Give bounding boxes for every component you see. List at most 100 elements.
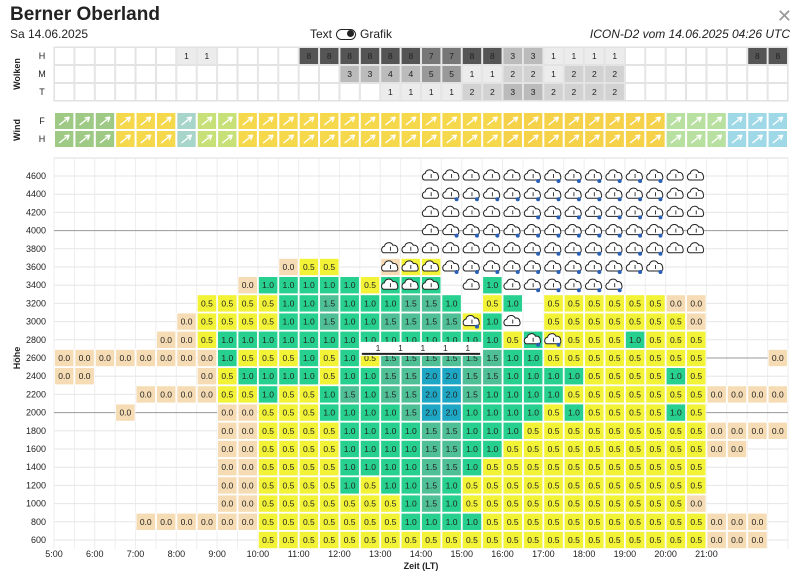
model-label: ICON-D2 vom 14.06.2025 04:26 UTC	[589, 27, 790, 41]
thermal-cell	[298, 421, 319, 440]
thermal-cell	[400, 367, 421, 386]
cloud-icon	[686, 169, 705, 181]
wind-arrow-icon	[242, 134, 254, 144]
wind-section-label: Wind	[12, 119, 22, 141]
cloud-cell	[584, 83, 605, 101]
cloud-value: 8	[470, 51, 475, 61]
thermal-cell	[176, 512, 197, 531]
x-tick-label: 14:00	[410, 549, 433, 559]
thermal-value: 0.5	[629, 499, 641, 509]
wind-arrow-icon	[283, 116, 295, 126]
y-tick-label: 1600	[26, 444, 46, 454]
thermal-cell	[237, 276, 258, 295]
wind-arrow-icon	[527, 116, 539, 126]
thermal-value: 0.0	[140, 517, 152, 527]
cloud-cell	[135, 65, 156, 83]
thermal-cell	[543, 458, 564, 477]
thermal-cell	[237, 403, 258, 422]
thermal-value: 1.0	[242, 371, 254, 381]
thermal-value: 1.0	[344, 408, 356, 418]
thermal-value: 1.0	[364, 335, 376, 345]
thermal-cell	[217, 512, 238, 531]
cloud-cell	[624, 65, 646, 83]
x-tick-label: 13:00	[369, 549, 392, 559]
thermal-value: 1.0	[527, 389, 539, 399]
thermal-value: 0.5	[323, 426, 335, 436]
thermal-cell	[298, 403, 319, 422]
thermal-cell	[359, 421, 381, 440]
thermal-cell	[319, 257, 340, 276]
thermal-cell	[176, 330, 197, 349]
thermal-cell	[359, 385, 381, 404]
thermal-cell	[278, 458, 299, 477]
cloud-cell	[421, 47, 442, 65]
thermal-value: 0.5	[568, 353, 580, 363]
toggle-switch[interactable]	[336, 28, 357, 40]
thermal-cell	[645, 494, 666, 513]
thermal-cell	[339, 476, 360, 495]
thermal-cell	[482, 421, 503, 440]
thermal-cell	[237, 458, 258, 477]
thermal-cell	[359, 458, 381, 477]
rain-cloud-icon	[564, 278, 582, 293]
cloud-cell	[278, 47, 299, 65]
clouds-section-label: Wolken	[12, 58, 22, 90]
wind-arrow-icon	[670, 134, 682, 144]
wind-arrow-icon	[323, 134, 335, 144]
thermal-value: 0.5	[405, 535, 417, 545]
close-icon[interactable]: ✕	[776, 6, 792, 26]
thermal-value: 0.0	[181, 317, 193, 327]
thermal-value: 0.5	[283, 517, 295, 527]
rain-cloud-icon	[442, 260, 460, 274]
cloud-cell	[747, 83, 768, 101]
thermal-value: 0.5	[466, 499, 478, 509]
wind-arrow-icon	[650, 116, 662, 126]
thermal-value: 0.5	[527, 517, 539, 527]
cloud-icon	[421, 242, 440, 254]
x-tick-label: 9:00	[208, 549, 226, 559]
cloud-value: 7	[449, 51, 454, 61]
cloud-value: 8	[775, 51, 780, 61]
thermal-value: 1.5	[466, 371, 478, 381]
thermal-value: 1.5	[385, 371, 397, 381]
toggle-text-label: Text	[310, 27, 333, 41]
thermal-value: 1.0	[486, 317, 498, 327]
rain-cloud-icon	[564, 169, 582, 183]
rain-cloud-icon	[605, 169, 623, 183]
thermal-cell	[441, 312, 462, 331]
thermal-value: 0.5	[507, 499, 519, 509]
cloud-base-label: 1	[421, 343, 426, 353]
thermal-cell	[584, 458, 605, 477]
cloud-icon	[462, 242, 480, 254]
thermal-cell	[278, 257, 299, 276]
wind-arrow-icon	[629, 116, 641, 126]
thermal-cell	[339, 276, 360, 295]
thermal-cell	[400, 312, 421, 331]
thermal-value: 1.0	[405, 426, 417, 436]
thermal-cell	[665, 367, 686, 386]
thermal-cell	[502, 367, 523, 386]
cloud-cell	[257, 83, 279, 101]
thermal-cell	[726, 531, 748, 550]
thermal-cell	[645, 348, 666, 367]
cloud-icon	[666, 187, 684, 199]
cloud-icon	[421, 260, 440, 272]
thermal-cell	[686, 512, 707, 531]
rain-cloud-icon	[585, 223, 603, 238]
thermal-cell	[665, 512, 686, 531]
rain-cloud-icon	[646, 223, 664, 238]
thermal-value: 1.0	[323, 335, 335, 345]
cloud-value: 1	[449, 87, 454, 97]
cloud-value: 2	[612, 87, 617, 97]
thermal-value: 0.5	[568, 335, 580, 345]
rain-cloud-icon	[462, 187, 480, 202]
cloud-cell	[686, 83, 707, 101]
wind-arrow-icon	[486, 134, 499, 144]
view-toggle[interactable]: Text Grafik	[310, 27, 392, 41]
thermal-value: 1.0	[405, 499, 417, 509]
cloud-icon	[401, 260, 419, 272]
thermal-value: 1.0	[670, 408, 682, 418]
thermal-cell	[400, 403, 421, 422]
cloud-cell	[298, 65, 320, 83]
thermal-cell	[441, 367, 462, 386]
